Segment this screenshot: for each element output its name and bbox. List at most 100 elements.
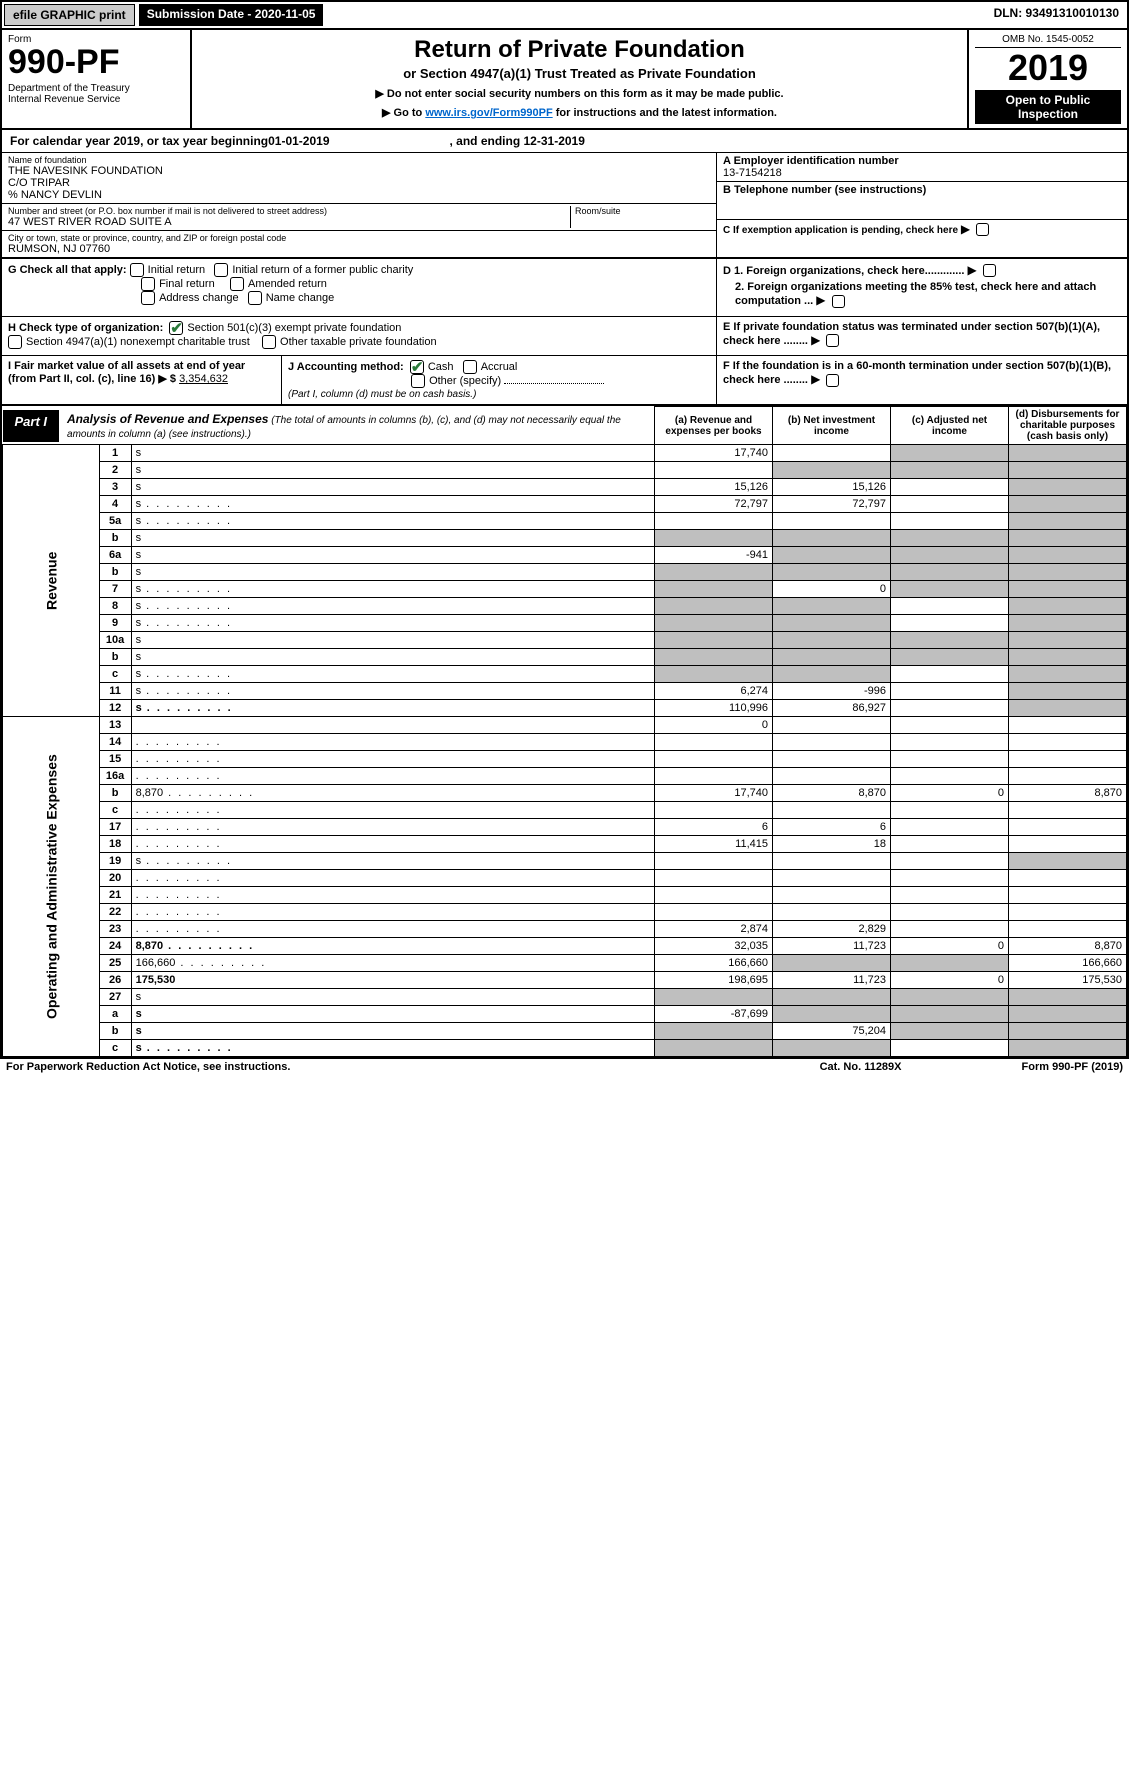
table-row: bs — [3, 564, 1127, 581]
row-num: 13 — [99, 717, 131, 734]
row-desc: s — [131, 1023, 654, 1040]
g-section: G Check all that apply: Initial return I… — [2, 259, 1127, 317]
row-desc — [131, 921, 654, 938]
table-row: 9s — [3, 615, 1127, 632]
4947-checkbox[interactable] — [8, 335, 22, 349]
row-num: 1 — [99, 445, 131, 462]
ein: 13-7154218 — [723, 167, 1121, 179]
cash-checkbox[interactable] — [410, 360, 424, 374]
row-num: b — [99, 530, 131, 547]
accrual-checkbox[interactable] — [463, 360, 477, 374]
table-row: 248,87032,03511,72308,870 — [3, 938, 1127, 955]
501c3-checkbox[interactable] — [169, 321, 183, 335]
table-row: bs — [3, 530, 1127, 547]
row-desc: s — [131, 615, 654, 632]
row-desc — [131, 819, 654, 836]
h-section: H Check type of organization: Section 50… — [2, 317, 1127, 357]
row-num: 14 — [99, 734, 131, 751]
row-num: 19 — [99, 853, 131, 870]
row-desc — [131, 836, 654, 853]
city-state-zip: RUMSON, NJ 07760 — [8, 243, 710, 255]
row-desc: s — [131, 581, 654, 598]
row-num: b — [99, 564, 131, 581]
row-num: 2 — [99, 462, 131, 479]
row-num: 24 — [99, 938, 131, 955]
row-num: 12 — [99, 700, 131, 717]
table-row: b8,87017,7408,87008,870 — [3, 785, 1127, 802]
table-row: 14 — [3, 734, 1127, 751]
c-checkbox[interactable] — [976, 223, 989, 236]
table-row: 19s — [3, 853, 1127, 870]
efile-print-button[interactable]: efile GRAPHIC print — [4, 4, 135, 26]
row-desc: s — [131, 666, 654, 683]
phone-row: B Telephone number (see instructions) — [717, 182, 1127, 220]
row-desc: s — [131, 683, 654, 700]
row-num: b — [99, 1023, 131, 1040]
row-desc: s — [131, 445, 654, 462]
table-row: 10as — [3, 632, 1127, 649]
amended-return-checkbox[interactable] — [230, 277, 244, 291]
footer: For Paperwork Reduction Act Notice, see … — [0, 1059, 1129, 1075]
revenue-vlabel: Revenue — [3, 445, 100, 717]
row-num: 11 — [99, 683, 131, 700]
table-row: 26175,530198,69511,7230175,530 — [3, 972, 1127, 989]
d1-checkbox[interactable] — [983, 264, 996, 277]
title-block: Return of Private Foundation or Section … — [192, 30, 967, 128]
row-num: 26 — [99, 972, 131, 989]
row-desc: s — [131, 479, 654, 496]
table-row: 22 — [3, 904, 1127, 921]
instructions-link[interactable]: www.irs.gov/Form990PF — [425, 107, 552, 119]
fmv-value: 3,354,632 — [179, 373, 228, 385]
submission-date: Submission Date - 2020-11-05 — [139, 4, 324, 26]
row-num: 22 — [99, 904, 131, 921]
row-desc: s — [131, 1040, 654, 1057]
form-page: efile GRAPHIC print Submission Date - 20… — [0, 0, 1129, 1059]
dln: DLN: 93491310010130 — [986, 2, 1127, 28]
row-desc — [131, 802, 654, 819]
row-desc — [131, 887, 654, 904]
year-block: OMB No. 1545-0052 2019 Open to Public In… — [967, 30, 1127, 128]
table-row: 11s6,274-996 — [3, 683, 1127, 700]
name-change-checkbox[interactable] — [248, 291, 262, 305]
table-row: 12s110,99686,927 — [3, 700, 1127, 717]
d2-checkbox[interactable] — [832, 295, 845, 308]
row-desc: s — [131, 700, 654, 717]
row-num: 9 — [99, 615, 131, 632]
table-row: as-87,699 — [3, 1006, 1127, 1023]
row-num: 7 — [99, 581, 131, 598]
table-row: 20 — [3, 870, 1127, 887]
form-number-block: Form 990-PF Department of the Treasury I… — [2, 30, 192, 128]
other-taxable-checkbox[interactable] — [262, 335, 276, 349]
address-row: Number and street (or P.O. box number if… — [2, 204, 716, 231]
e-checkbox[interactable] — [826, 334, 839, 347]
row-num: b — [99, 649, 131, 666]
row-num: 21 — [99, 887, 131, 904]
row-num: 16a — [99, 768, 131, 785]
initial-return-checkbox[interactable] — [130, 263, 144, 277]
final-return-checkbox[interactable] — [141, 277, 155, 291]
table-row: 6as-941 — [3, 547, 1127, 564]
table-row: 4s72,79772,797 — [3, 496, 1127, 513]
row-desc: 8,870 — [131, 785, 654, 802]
address-change-checkbox[interactable] — [141, 291, 155, 305]
row-desc — [131, 717, 654, 734]
foundation-name: THE NAVESINK FOUNDATION C/O TRIPAR % NAN… — [8, 165, 710, 201]
row-num: 17 — [99, 819, 131, 836]
row-desc: s — [131, 547, 654, 564]
col-b-header: (b) Net investment income — [773, 407, 891, 445]
city-row: City or town, state or province, country… — [2, 231, 716, 257]
row-desc: s — [131, 530, 654, 547]
expenses-vlabel: Operating and Administrative Expenses — [3, 717, 100, 1057]
entity-info: Name of foundation THE NAVESINK FOUNDATI… — [2, 153, 1127, 259]
table-row: cs — [3, 1040, 1127, 1057]
other-method-checkbox[interactable] — [411, 374, 425, 388]
table-row: 21 — [3, 887, 1127, 904]
department: Department of the Treasury Internal Reve… — [8, 83, 184, 105]
form-ref: Form 990-PF (2019) — [1022, 1061, 1123, 1073]
initial-former-checkbox[interactable] — [214, 263, 228, 277]
ein-row: A Employer identification number 13-7154… — [717, 153, 1127, 182]
f-checkbox[interactable] — [826, 374, 839, 387]
row-num: 25 — [99, 955, 131, 972]
row-desc: s — [131, 853, 654, 870]
omb-number: OMB No. 1545-0052 — [975, 34, 1121, 48]
